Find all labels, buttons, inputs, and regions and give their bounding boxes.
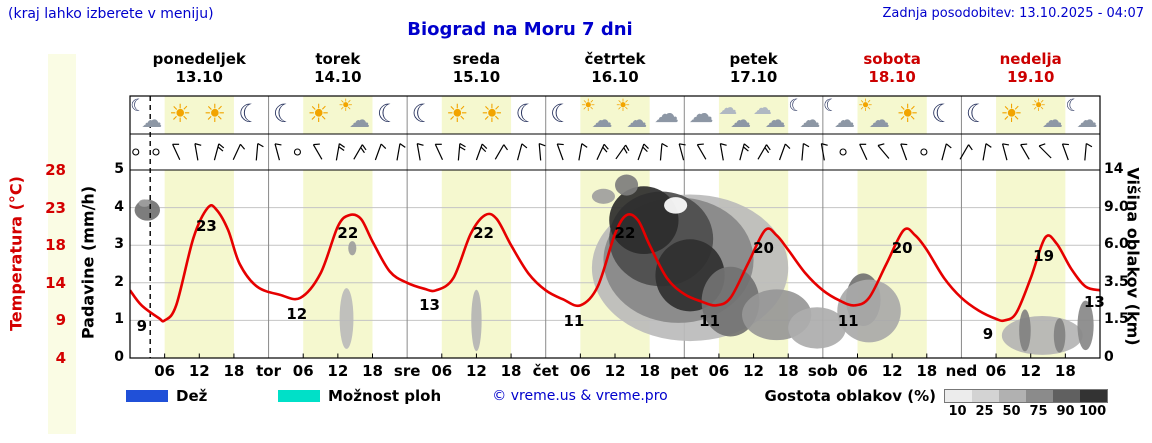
copyright-link[interactable]: © vreme.us & vreme.pro (492, 388, 668, 404)
page-background-strip (48, 54, 76, 434)
